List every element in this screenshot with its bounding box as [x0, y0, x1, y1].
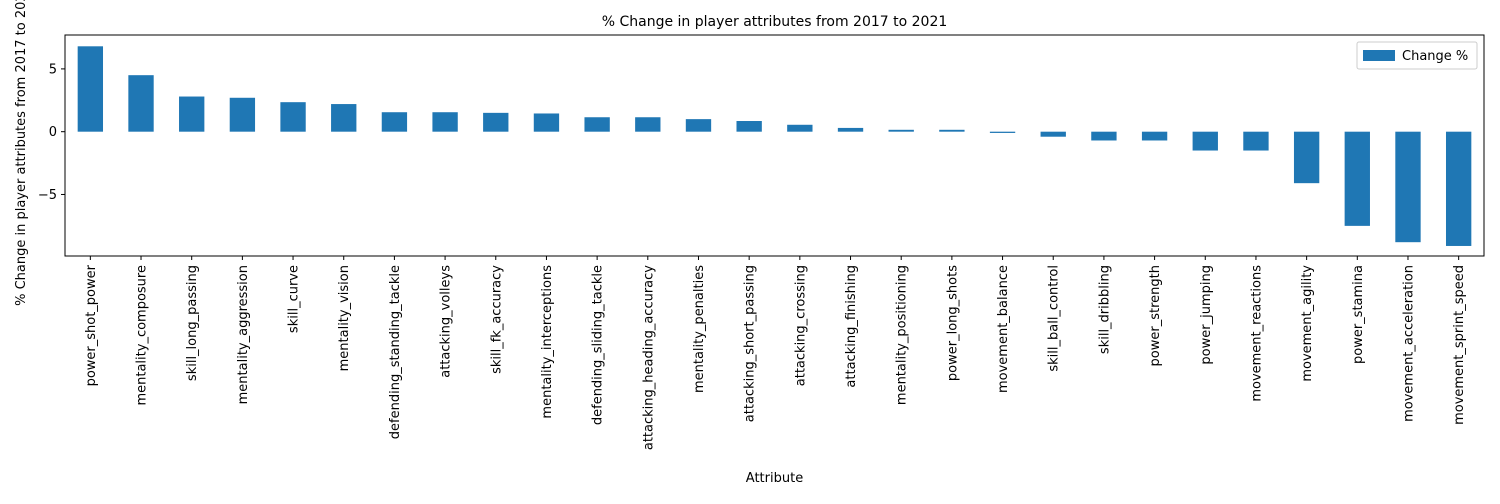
x-tick-label: skill_ball_control: [1047, 265, 1062, 372]
bar-mentality_positioning: [888, 129, 914, 132]
x-tick-label: movement_reactions: [1249, 265, 1264, 402]
y-axis-label: % Change in player attributes from 2017 …: [14, 0, 29, 306]
bar-power_strength: [1141, 131, 1168, 141]
bar-movement_sprint_speed: [1445, 131, 1472, 246]
x-tick-label: mentality_composure: [135, 265, 150, 406]
bar-power_long_shots: [939, 129, 965, 132]
x-tick-label: attacking_crossing: [793, 265, 808, 386]
x-axis: power_shot_power mentality_composure skill…: [84, 256, 1467, 450]
x-tick-label: mentality_aggression: [236, 265, 251, 404]
bars-group: [77, 46, 1472, 246]
x-tick-label: movement_agility: [1300, 265, 1315, 382]
legend: Change %: [1356, 41, 1478, 70]
bar-skill_dribbling: [1091, 131, 1117, 141]
bar-power_stamina: [1344, 131, 1370, 226]
legend-label: Change %: [1402, 49, 1468, 64]
y-axis: −5 0 5: [38, 62, 65, 203]
bar-attacking_volleys: [432, 112, 458, 132]
bar-defending_standing_tackle: [381, 112, 408, 132]
legend-swatch: [1363, 50, 1395, 61]
bar-movement_agility: [1293, 131, 1320, 184]
bar-attacking_finishing: [837, 127, 864, 132]
x-tick-label: power_shot_power: [84, 264, 99, 386]
x-tick-label: movement_sprint_speed: [1452, 265, 1467, 425]
legend-box: [1356, 41, 1478, 70]
bar-movement_reactions: [1243, 131, 1269, 151]
x-tick-label: attacking_heading_accuracy: [641, 265, 656, 450]
x-tick-label: mentality_interceptions: [540, 265, 555, 419]
y-tick-label: 0: [49, 125, 57, 140]
x-tick-label: mentality_vision: [337, 265, 352, 371]
x-tick-label: power_stamina: [1351, 265, 1366, 364]
x-tick-label: attacking_finishing: [844, 265, 859, 388]
bar-skill_fk_accuracy: [483, 112, 509, 132]
bar-attacking_crossing: [787, 124, 813, 132]
bar-mentality_composure: [128, 75, 154, 132]
x-tick-label: movement_balance: [996, 265, 1011, 393]
x-axis-label: Attribute: [746, 471, 803, 486]
x-tick-label: skill_curve: [287, 265, 302, 333]
bar-skill_ball_control: [1040, 131, 1066, 137]
chart-title: % Change in player attributes from 2017 …: [602, 14, 948, 30]
x-tick-label: skill_dribbling: [1097, 265, 1112, 354]
bar-mentality_interceptions: [533, 113, 560, 132]
bar-attacking_heading_accuracy: [635, 117, 661, 132]
x-tick-label: power_strength: [1148, 265, 1163, 366]
bar-attacking_short_passing: [736, 121, 762, 132]
x-tick-label: power_jumping: [1199, 265, 1214, 365]
bar-mentality_aggression: [229, 97, 256, 132]
y-tick-label: 5: [49, 62, 57, 77]
x-tick-label: attacking_volleys: [439, 265, 454, 378]
y-tick-label: −5: [38, 188, 57, 203]
bar-skill_curve: [280, 102, 306, 132]
x-tick-label: skill_fk_accuracy: [489, 265, 504, 374]
bar-power_jumping: [1192, 131, 1218, 151]
bar-movement_acceleration: [1395, 131, 1421, 243]
bar-power_shot_power: [77, 46, 104, 132]
bar-defending_sliding_tackle: [584, 117, 610, 132]
x-tick-label: power_long_shots: [945, 265, 960, 381]
x-tick-label: mentality_penalties: [692, 265, 707, 393]
bar-mentality_vision: [331, 104, 357, 132]
x-tick-label: defending_sliding_tackle: [591, 265, 606, 425]
x-tick-label: mentality_positioning: [895, 265, 910, 405]
bar-mentality_penalties: [685, 119, 712, 132]
x-tick-label: defending_standing_tackle: [388, 265, 403, 439]
x-tick-label: attacking_short_passing: [743, 265, 758, 422]
bar-skill_long_passing: [179, 96, 205, 132]
bar-movement_balance: [989, 131, 1016, 133]
plot-frame: [64, 34, 1485, 257]
x-tick-label: movement_acceleration: [1401, 265, 1416, 422]
x-tick-label: skill_long_passing: [185, 265, 200, 381]
